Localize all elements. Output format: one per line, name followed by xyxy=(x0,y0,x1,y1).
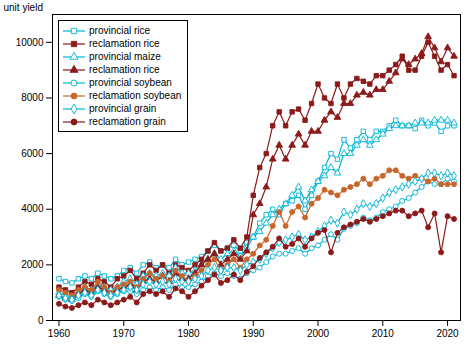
svg-text:unit yield: unit yield xyxy=(4,2,43,13)
html-text:reclamation rice: reclamation rice xyxy=(89,64,160,75)
html-text:provincial rice: provincial rice xyxy=(89,25,151,36)
svg-text:1970: 1970 xyxy=(113,328,136,339)
html-text:reclamation rice: reclamation rice xyxy=(89,38,160,49)
svg-text:0: 0 xyxy=(38,315,44,326)
svg-text:2020: 2020 xyxy=(436,328,459,339)
svg-text:10000: 10000 xyxy=(16,37,44,48)
html-text:provincial soybean: provincial soybean xyxy=(89,77,172,88)
html-text:reclamation soybean: reclamation soybean xyxy=(89,90,182,101)
html-text:reclamation grain: reclamation grain xyxy=(89,116,166,127)
svg-text:1980: 1980 xyxy=(177,328,200,339)
html-text:provincial maize: provincial maize xyxy=(89,51,161,62)
svg-text:2010: 2010 xyxy=(372,328,395,339)
svg-text:1990: 1990 xyxy=(242,328,265,339)
svg-text:1960: 1960 xyxy=(48,328,71,339)
html-text:provincial grain: provincial grain xyxy=(89,103,157,114)
svg-text:4000: 4000 xyxy=(21,203,44,214)
svg-text:6000: 6000 xyxy=(21,148,44,159)
svg-text:2000: 2000 xyxy=(21,259,44,270)
svg-text:8000: 8000 xyxy=(21,92,44,103)
svg-text:2000: 2000 xyxy=(307,328,330,339)
